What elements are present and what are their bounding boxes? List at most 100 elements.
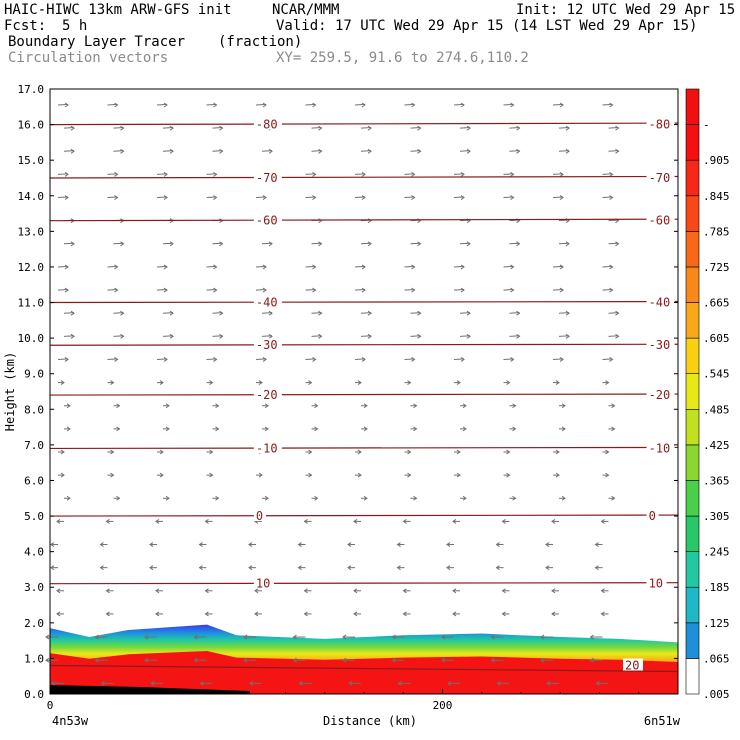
wind-vector	[57, 171, 69, 177]
wind-vector	[311, 403, 319, 409]
wind-vector	[255, 102, 267, 108]
wind-vector	[56, 518, 64, 524]
y-tick-label: 6.0	[24, 474, 44, 487]
wind-vector	[540, 634, 553, 640]
y-tick-label: 15.0	[18, 154, 45, 167]
wind-vector	[305, 195, 317, 200]
wind-vector	[594, 542, 603, 547]
colorbar-swatch	[685, 302, 700, 339]
wind-vector	[608, 333, 620, 339]
contour-label-bg	[253, 117, 282, 130]
wind-vector	[459, 333, 471, 339]
y-tick-label: 0.0	[24, 688, 44, 701]
wind-vector	[256, 380, 263, 386]
colorbar-label: .185	[703, 581, 730, 594]
wind-vector	[608, 241, 620, 247]
wind-vector	[254, 611, 262, 617]
wind-vector	[509, 403, 517, 409]
y-tick-label: 14.0	[18, 190, 45, 203]
wind-vector	[602, 195, 614, 200]
wind-vector	[298, 680, 312, 686]
wind-vector	[212, 310, 224, 316]
contour-label-bg	[646, 117, 675, 130]
wind-vector	[198, 542, 207, 547]
colorbar-label: .125	[703, 617, 730, 630]
wind-vector	[509, 495, 517, 501]
wind-vector	[503, 380, 511, 386]
wind-vector	[360, 310, 372, 316]
wind-vector	[206, 472, 214, 478]
xy-readout: XY= 259.5, 91.6 to 274.6,110.2	[276, 50, 529, 66]
wind-vector	[453, 357, 465, 362]
wind-vector	[157, 380, 164, 386]
contour-label-bg	[646, 170, 675, 183]
wind-vector	[45, 634, 58, 640]
wind-vector	[361, 495, 368, 501]
contour-label: 10	[256, 577, 270, 591]
wind-vector	[501, 518, 510, 524]
wind-vector	[156, 195, 168, 200]
y-tick-label: 8.0	[24, 403, 44, 416]
y-tick-label: 4.0	[24, 546, 44, 559]
contour-label: -60	[256, 214, 278, 228]
wind-vector	[446, 542, 454, 547]
contour-label-bg	[646, 213, 675, 226]
wind-vector	[311, 148, 323, 154]
wind-vector	[608, 426, 616, 432]
wind-vector	[206, 171, 218, 177]
wind-vector	[303, 518, 312, 524]
colorbar-swatch	[685, 195, 700, 232]
wind-vector	[311, 218, 323, 224]
wind-vector	[206, 264, 218, 270]
wind-vector	[113, 241, 125, 247]
wind-vector	[353, 588, 361, 594]
wind-vector	[496, 680, 510, 686]
wind-vector	[107, 195, 119, 200]
wind-vector	[212, 495, 220, 501]
wind-vector	[452, 588, 460, 594]
wind-vector	[361, 426, 368, 432]
field1-title: Boundary Layer Tracer	[8, 34, 186, 50]
wind-vector	[355, 472, 362, 478]
model-title: HAIC-HIWC 13km ARW-GFS init	[4, 2, 232, 18]
wind-vector	[452, 518, 460, 524]
contour-label: -40	[256, 296, 278, 310]
wind-vector	[495, 542, 504, 547]
wind-vector	[396, 565, 405, 571]
wind-vector	[404, 287, 416, 293]
wind-vector	[454, 380, 461, 386]
y-tick-label: 11.0	[18, 297, 45, 310]
colorbar-swatch	[685, 124, 700, 161]
wind-vector	[163, 403, 170, 409]
wind-vector	[503, 264, 515, 270]
contour-label: -40	[649, 296, 671, 310]
wind-vector	[50, 565, 58, 571]
wind-vector	[63, 125, 75, 131]
wind-vector	[94, 634, 108, 640]
wind-vector	[107, 287, 119, 293]
org-label: NCAR/MMM	[272, 2, 340, 18]
wind-vector	[545, 565, 553, 571]
wind-vector	[410, 241, 422, 247]
wind-vector	[608, 125, 620, 131]
contour-label: -70	[256, 171, 278, 185]
temperature-contour	[49, 582, 679, 585]
wind-vector	[56, 588, 64, 594]
colorbar-label: .425	[703, 439, 730, 452]
wind-vector	[163, 495, 170, 501]
wind-vector	[608, 148, 620, 154]
wind-vector	[602, 102, 614, 108]
wind-vector	[155, 518, 163, 524]
wind-vector	[206, 357, 218, 362]
contour-label-bg	[623, 658, 644, 671]
contour-label-bg	[253, 295, 282, 308]
wind-vector	[490, 634, 504, 640]
terrain	[50, 685, 250, 694]
wind-vector	[404, 195, 416, 200]
contour-label: -80	[256, 118, 278, 132]
wind-vector	[206, 449, 214, 455]
colorbar-label: .485	[703, 403, 730, 416]
wind-vector	[51, 680, 64, 686]
wind-vector	[193, 634, 207, 640]
contour-label: 10	[649, 577, 663, 591]
